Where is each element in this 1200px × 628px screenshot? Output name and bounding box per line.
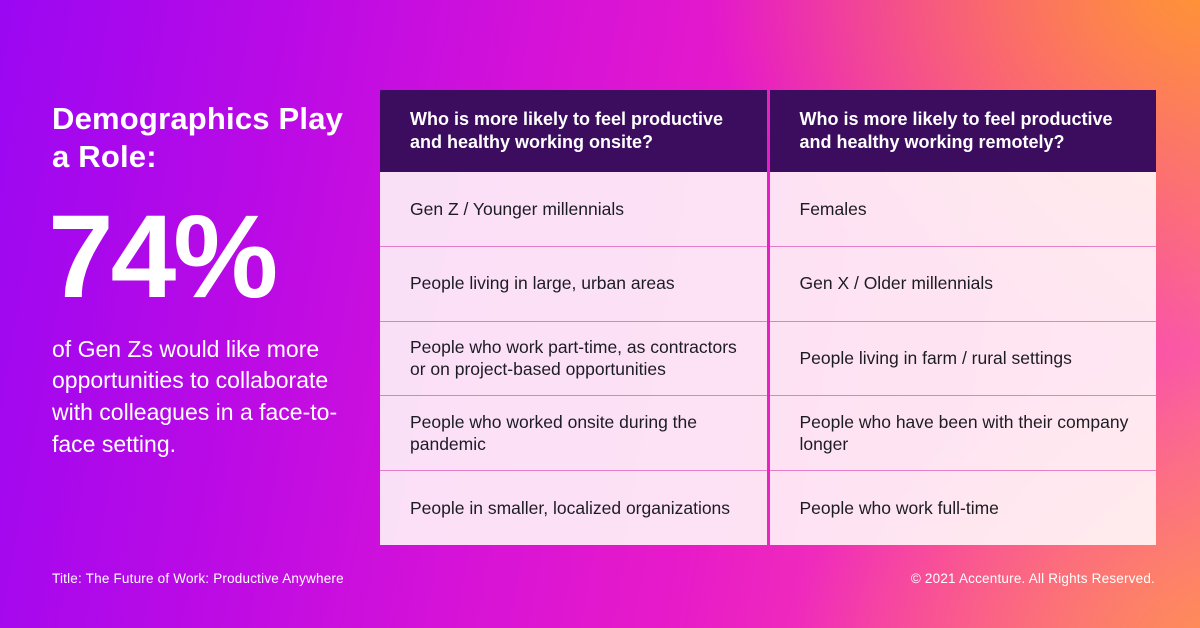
column-header-onsite: Who is more likely to feel productive an… xyxy=(380,90,767,172)
stat-value: 74% xyxy=(48,190,278,323)
page-title: Demographics Play a Role: xyxy=(52,101,344,174)
column-header-remote: Who is more likely to feel productive an… xyxy=(769,90,1156,172)
source-title: Title: The Future of Work: Productive An… xyxy=(52,571,344,586)
table-cell-onsite-5: People in smaller, localized organizatio… xyxy=(380,470,767,545)
table-cell-remote-1: Females xyxy=(769,172,1156,246)
table-cell-onsite-1: Gen Z / Younger millennials xyxy=(380,172,767,246)
stat-description: of Gen Zs would like more opportunities … xyxy=(52,335,338,457)
table-cell-onsite-2: People living in large, urban areas xyxy=(380,245,767,321)
stat-panel: Demographics Play a Role: 74% of Gen Zs … xyxy=(48,100,362,461)
table-cell-remote-3: People living in farm / rural settings xyxy=(769,320,1156,396)
table-column-remote: Who is more likely to feel productive an… xyxy=(769,90,1156,545)
table-cell-onsite-3: People who work part-time, as contractor… xyxy=(380,320,767,396)
table-cell-remote-2: Gen X / Older millennials xyxy=(769,245,1156,321)
demographics-table: Who is more likely to feel productive an… xyxy=(380,90,1156,545)
table-cell-onsite-4: People who worked onsite during the pand… xyxy=(380,395,767,471)
copyright-notice: © 2021 Accenture. All Rights Reserved. xyxy=(910,571,1155,586)
table-cell-remote-5: People who work full-time xyxy=(769,470,1156,545)
table-cell-remote-4: People who have been with their company … xyxy=(769,395,1156,471)
table-column-onsite: Who is more likely to feel productive an… xyxy=(380,90,767,545)
